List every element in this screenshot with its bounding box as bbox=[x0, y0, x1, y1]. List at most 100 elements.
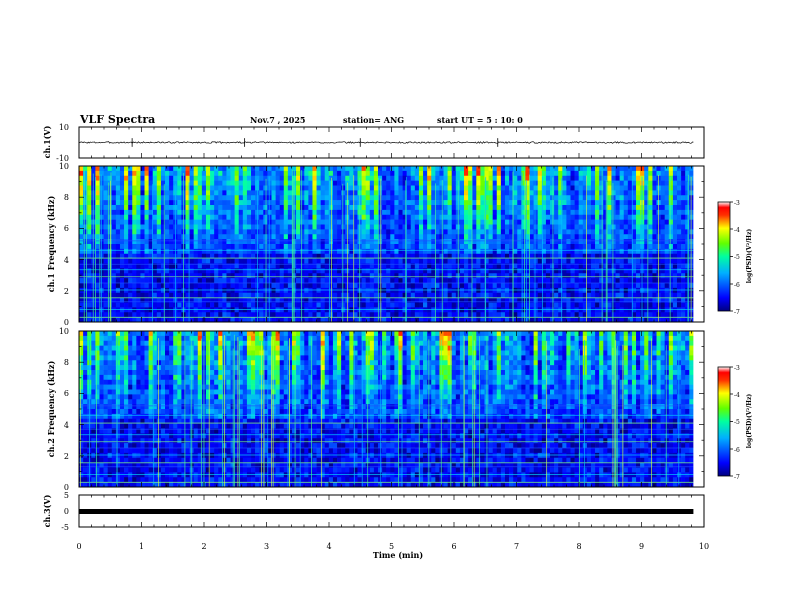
spectrogram-cell bbox=[554, 263, 559, 269]
spectrogram-cell bbox=[517, 214, 522, 220]
spectrogram-cell bbox=[328, 278, 334, 284]
spectrogram-cell bbox=[451, 195, 457, 201]
spectrogram-cell bbox=[595, 209, 600, 216]
spectrogram-cell bbox=[386, 219, 391, 225]
spectrogram-cell bbox=[328, 307, 334, 313]
spectrogram-cell bbox=[140, 278, 145, 284]
spectrogram-cell bbox=[398, 170, 403, 177]
spectrogram-cell bbox=[550, 234, 555, 240]
spectrogram-cell bbox=[136, 219, 141, 225]
spectrogram-cell bbox=[386, 166, 391, 172]
spectrogram-cell bbox=[390, 258, 395, 264]
spectrogram-cell bbox=[238, 239, 244, 245]
spectrogram-cell bbox=[427, 219, 432, 225]
spectrogram-cell bbox=[259, 302, 264, 308]
spectrogram-cell bbox=[308, 258, 313, 264]
spectrogram-cell bbox=[189, 302, 194, 308]
spectrogram-cell bbox=[369, 244, 375, 250]
spectrogram-cell bbox=[582, 214, 588, 220]
spectrogram-cell bbox=[476, 287, 481, 294]
spectrogram-cell bbox=[623, 258, 629, 264]
spectrogram-cell bbox=[590, 190, 596, 196]
spectrogram-cell bbox=[631, 278, 637, 284]
spectrogram-cell bbox=[472, 263, 477, 269]
spectrogram-cell bbox=[394, 200, 399, 206]
spectrogram-cell bbox=[189, 268, 194, 274]
spectrogram-cell bbox=[156, 244, 162, 250]
spectrogram-cell bbox=[607, 219, 612, 225]
spectrogram-cell bbox=[492, 200, 498, 206]
spectrogram-cell bbox=[353, 297, 358, 303]
spectrogram-cell bbox=[406, 253, 412, 259]
spectrogram-cell bbox=[312, 297, 317, 303]
spectrogram-cell bbox=[386, 292, 391, 298]
spectrogram-cell bbox=[464, 283, 469, 289]
spectrogram-cell bbox=[185, 273, 190, 279]
spectrogram-cell bbox=[345, 166, 350, 172]
spectrogram-cell bbox=[218, 283, 223, 289]
spectrogram-cell bbox=[623, 190, 629, 196]
spectrogram-cell bbox=[332, 317, 338, 323]
spectrogram-cell bbox=[447, 292, 453, 298]
spectrogram-cell bbox=[316, 263, 321, 269]
spectrogram-cell bbox=[201, 292, 207, 298]
spectrogram-cell bbox=[160, 302, 166, 308]
spectrogram-cell bbox=[496, 185, 502, 191]
spectrogram-cell bbox=[185, 234, 190, 240]
spectrogram-cell bbox=[431, 283, 436, 289]
spectrogram-cell bbox=[443, 297, 448, 303]
spectrogram-cell bbox=[197, 307, 203, 313]
spectrogram-cell bbox=[619, 166, 625, 172]
spectrogram-cell bbox=[590, 287, 596, 294]
spectrogram-cell bbox=[554, 283, 559, 289]
spectrogram-cell bbox=[300, 248, 305, 255]
spectrogram-cell bbox=[668, 190, 674, 196]
spectrogram-cell bbox=[259, 229, 264, 235]
spectrogram-cell bbox=[513, 170, 518, 177]
spectrogram-cell bbox=[447, 273, 453, 279]
spectrogram-cell bbox=[83, 253, 88, 259]
spectrogram-cell bbox=[619, 239, 625, 245]
spectrogram-cell bbox=[205, 268, 211, 274]
spectrogram-cell bbox=[128, 175, 133, 181]
spectrogram-cell bbox=[361, 258, 367, 264]
spectrogram-cell bbox=[435, 185, 440, 191]
spectrogram-cell bbox=[214, 180, 219, 186]
spectrogram-cell bbox=[636, 200, 641, 206]
spectrogram-cell bbox=[95, 224, 100, 230]
spectrogram-cell bbox=[443, 283, 448, 289]
spectrogram-cell bbox=[660, 205, 666, 211]
spectrogram-cell bbox=[316, 185, 321, 191]
spectrogram-cell bbox=[300, 317, 305, 323]
spectrogram-cell bbox=[156, 175, 162, 181]
spectrogram-cell bbox=[365, 283, 371, 289]
spectrogram-cell bbox=[271, 297, 276, 303]
spectrogram-cell bbox=[369, 195, 375, 201]
spectrogram-cell bbox=[205, 224, 211, 230]
spectrogram-cell bbox=[472, 283, 477, 289]
spectrogram-cell bbox=[218, 278, 223, 284]
spectrogram-cell bbox=[595, 292, 600, 298]
spectrogram-cell bbox=[582, 180, 588, 186]
spectrogram-cell bbox=[128, 287, 133, 294]
spectrogram-cell bbox=[545, 185, 551, 191]
spectrogram-cell bbox=[590, 229, 596, 235]
spectrogram-cell bbox=[418, 312, 424, 318]
spectrogram-cell bbox=[226, 268, 231, 274]
spectrogram-cell bbox=[595, 307, 600, 313]
spectrogram-cell bbox=[615, 273, 620, 279]
spectrogram-cell bbox=[459, 205, 465, 211]
spectrogram-cell bbox=[251, 175, 256, 181]
spectrogram-cell bbox=[251, 302, 256, 308]
spectrogram-cell bbox=[513, 190, 518, 196]
spectrogram-cell bbox=[259, 180, 264, 186]
spectrogram-cell bbox=[214, 248, 219, 255]
spectrogram-cell bbox=[332, 185, 338, 191]
spectrogram-cell bbox=[509, 292, 514, 298]
spectrogram-cell bbox=[623, 219, 629, 225]
spectrogram-cell bbox=[185, 224, 190, 230]
spectrogram-cell bbox=[595, 317, 600, 323]
spectrogram-cell bbox=[468, 219, 473, 225]
spectrogram-cell bbox=[562, 239, 567, 245]
spectrogram-cell bbox=[631, 239, 637, 245]
